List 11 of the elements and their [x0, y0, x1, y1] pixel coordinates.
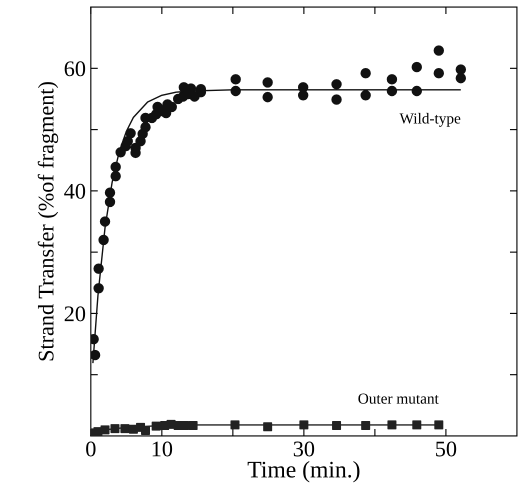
x-axis-title: Time (min.)	[248, 460, 360, 482]
y-tick-label: 40	[64, 184, 86, 199]
y-tick-label: 60	[64, 61, 86, 76]
series-label: Wild-type	[400, 112, 460, 127]
x-tick-label: 50	[436, 441, 456, 456]
x-tick-label: 30	[294, 441, 314, 456]
y-tick-label: 20	[64, 306, 86, 322]
y-axis-title: Strand Transfer (%of fragment)	[38, 82, 58, 360]
x-tick-label: 0	[86, 441, 96, 456]
x-tick-label: 10	[152, 441, 172, 456]
series-label: Outer mutant	[358, 393, 439, 404]
